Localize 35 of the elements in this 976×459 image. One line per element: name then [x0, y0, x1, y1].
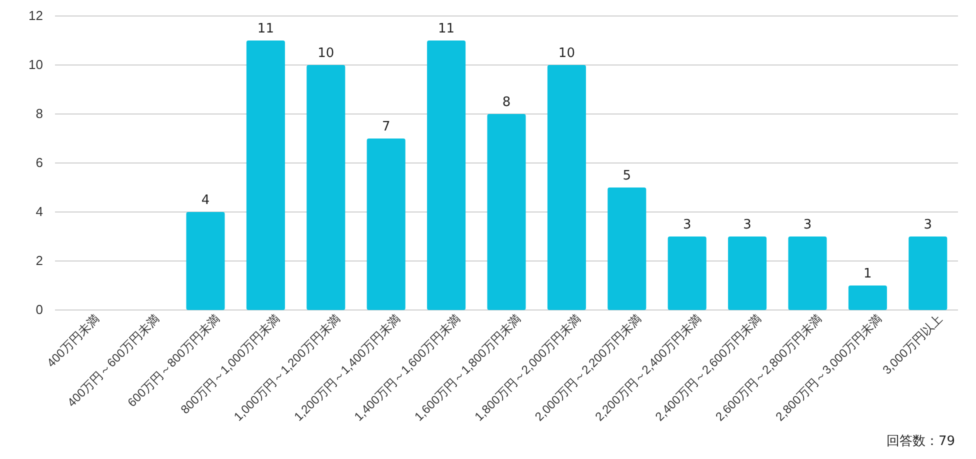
- bar: [306, 65, 346, 310]
- bar: [487, 114, 526, 310]
- data-label: 8: [502, 95, 511, 110]
- data-label: 3: [803, 218, 812, 232]
- y-tick-label: 10: [28, 57, 43, 72]
- bar: [186, 212, 225, 310]
- data-label: 3: [743, 218, 752, 232]
- data-label: 3: [924, 218, 932, 232]
- y-tick-label: 2: [36, 253, 43, 268]
- bar: [366, 138, 406, 310]
- bar: [848, 286, 887, 310]
- y-tick-label: 8: [36, 106, 43, 122]
- x-tick-label: 400万円未満: [44, 312, 102, 370]
- bar: [788, 236, 827, 310]
- data-label: 5: [622, 168, 632, 184]
- y-tick-label: 6: [36, 155, 43, 170]
- y-tick-label: 12: [28, 8, 43, 24]
- bar: [728, 236, 767, 310]
- bar: [246, 40, 285, 310]
- bar: [427, 40, 466, 310]
- y-tick-label: 4: [36, 204, 43, 220]
- data-label: 11: [438, 22, 455, 36]
- data-label: 11: [257, 22, 274, 36]
- data-label: 10: [318, 46, 334, 61]
- data-label: 10: [558, 46, 575, 61]
- bar: [908, 236, 948, 310]
- data-label: 1: [864, 266, 872, 282]
- bar: [668, 236, 706, 310]
- data-label: 4: [201, 193, 210, 208]
- bar: [608, 188, 646, 310]
- bar: [547, 65, 586, 310]
- y-tick-label: 0: [36, 302, 43, 318]
- data-label: 3: [682, 218, 692, 232]
- text: 回答数：79: [886, 434, 955, 449]
- data-label: 7: [382, 120, 390, 134]
